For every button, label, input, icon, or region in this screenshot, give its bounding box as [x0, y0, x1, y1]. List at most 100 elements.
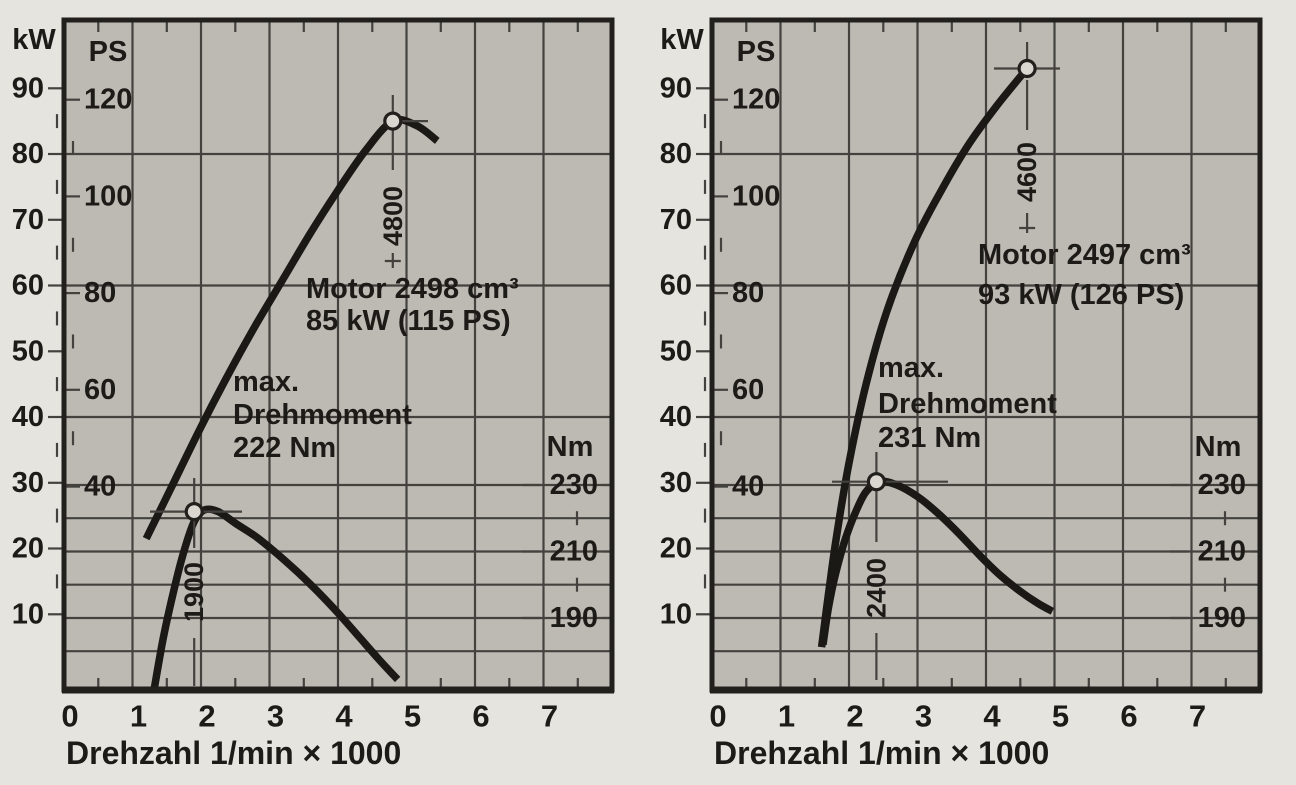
kw-tick-label: 60 — [660, 270, 692, 302]
x-tick-label: 6 — [472, 699, 489, 734]
kw-tick-label: 90 — [12, 72, 44, 104]
torque-curve — [150, 505, 401, 689]
nm-tick-label: 230 — [1198, 469, 1246, 501]
peak-power-marker: 4600 — [994, 42, 1060, 233]
ps-axis-title: PS — [89, 36, 128, 68]
nm-tick-label: 210 — [550, 536, 598, 568]
ps-tick-label: 40 — [84, 471, 116, 503]
peak-torque-rpm-label: 1900 — [179, 562, 209, 622]
ps-tick-label: 100 — [732, 180, 780, 212]
kw-axis-title: kW — [660, 24, 704, 56]
kw-tick-label: 60 — [12, 270, 44, 302]
ps-tick-label: 60 — [84, 374, 116, 406]
x-tick-label: 1 — [130, 699, 147, 734]
x-tick-label: 4 — [983, 699, 1001, 734]
nm-tick-label: 190 — [550, 602, 598, 634]
kw-tick-label: 90 — [660, 72, 692, 104]
torque-note-line: max. — [878, 352, 944, 384]
x-tick-label: 0 — [61, 699, 78, 734]
peak-torque-marker: 2400 — [832, 452, 948, 680]
torque-note-line: 222 Nm — [233, 432, 336, 464]
x-tick-label: 3 — [915, 699, 932, 734]
peak-power-rpm-label: 4800 — [378, 186, 408, 246]
kw-tick-label: 30 — [12, 467, 44, 499]
ps-tick-label: 40 — [732, 471, 764, 503]
kw-tick-label: 70 — [12, 204, 44, 236]
engine-chart-left-svg: 102030405060708090kW406080100120PS190210… — [12, 17, 615, 772]
kw-tick-label: 10 — [12, 598, 44, 630]
torque-note-line: max. — [233, 366, 299, 398]
torque-note-line: 231 Nm — [878, 422, 981, 454]
kw-tick-label: 20 — [660, 533, 692, 565]
kw-tick-label: 40 — [660, 401, 692, 433]
nm-axis: 190 210 230 Nm — [1170, 431, 1260, 634]
peak-torque-marker: 1900 — [150, 478, 242, 686]
nm-axis-title: Nm — [547, 431, 594, 463]
peak-torque-point — [866, 472, 886, 492]
engine-chart-right: 10 20 30 40 50 60 70 80 90 kW 40 60 80 100 120 PS 190 210… — [648, 0, 1296, 785]
x-tick-label: 7 — [541, 699, 558, 734]
ps-tick-label: 80 — [84, 277, 116, 309]
kw-tick-label: 10 — [660, 598, 692, 630]
x-tick-label: 4 — [335, 699, 353, 734]
ps-tick-label: 120 — [84, 84, 132, 116]
peak-power-point — [1017, 58, 1037, 79]
ps-axis: 40 60 80 100 120 PS — [66, 36, 132, 503]
nm-tick-label: 230 — [550, 469, 598, 501]
torque-curve — [819, 477, 1055, 646]
x-axis-labels: 0 1 2 3 4 5 6 7 Drehzahl 1/min × 1000 — [709, 699, 1206, 772]
ps-tick-label: 120 — [732, 84, 780, 116]
x-tick-label: 5 — [404, 699, 421, 734]
ps-tick-label: 80 — [732, 277, 764, 309]
ps-tick-label: 100 — [84, 180, 132, 212]
nm-axis-title: Nm — [1195, 431, 1242, 463]
ps-axis: 40 60 80 100 120 PS — [714, 36, 780, 503]
x-tick-label: 2 — [846, 699, 863, 734]
kw-tick-label: 50 — [12, 335, 44, 367]
peak-power-point — [383, 111, 403, 131]
x-axis-labels: 0 1 2 3 4 5 6 7 Drehzahl 1/min × 1000 — [61, 699, 558, 772]
x-tick-label: 0 — [709, 699, 726, 734]
engine-spec-line: 85 kW (115 PS) — [306, 305, 511, 337]
nm-axis: 190 210 230 Nm — [522, 431, 612, 634]
x-axis-title: Drehzahl 1/min × 1000 — [66, 735, 401, 771]
kw-tick-label: 80 — [12, 138, 44, 170]
kw-tick-label: 70 — [660, 204, 692, 236]
ps-tick-label: 60 — [732, 374, 764, 406]
x-axis-title: Drehzahl 1/min × 1000 — [714, 735, 1049, 771]
peak-power-marker: 4800 — [378, 95, 428, 268]
kw-axis: 10 20 30 40 50 60 70 80 90 kW — [12, 24, 64, 630]
x-tick-label: 1 — [778, 699, 795, 734]
kw-tick-label: 40 — [12, 401, 44, 433]
engine-spec-line: Motor 2497 cm³ — [978, 239, 1191, 271]
kw-tick-label: 30 — [660, 467, 692, 499]
x-tick-label: 3 — [267, 699, 284, 734]
engine-chart-right-svg: 102030405060708090kW406080100120PS190210… — [660, 17, 1263, 772]
engine-spec-annotation: Motor 2497 cm³ 93 kW (126 PS) — [978, 239, 1191, 311]
x-tick-label: 5 — [1052, 699, 1069, 734]
torque-note-line: Drehmoment — [233, 399, 412, 431]
torque-note-line: Drehmoment — [878, 388, 1057, 420]
peak-torque-rpm-label: 2400 — [861, 558, 891, 618]
x-tick-label: 7 — [1189, 699, 1206, 734]
ps-axis-title: PS — [737, 36, 776, 68]
kw-tick-label: 20 — [12, 533, 44, 565]
power-curve — [817, 66, 1031, 648]
kw-tick-label: 50 — [660, 335, 692, 367]
engine-spec-line: Motor 2498 cm³ — [306, 273, 519, 305]
nm-tick-label: 210 — [1198, 536, 1246, 568]
grid — [712, 20, 1260, 690]
peak-power-rpm-label: 4600 — [1012, 142, 1042, 202]
x-tick-label: 6 — [1120, 699, 1137, 734]
engine-chart-left: 10 20 30 40 50 60 70 80 90 kW 40 60 80 100 120 PS 190 210… — [12, 17, 615, 772]
kw-tick-label: 80 — [660, 138, 692, 170]
x-tick-label: 2 — [198, 699, 215, 734]
kw-axis: 10 20 30 40 50 60 70 80 90 kW — [660, 24, 712, 630]
engine-spec-line: 93 kW (126 PS) — [978, 279, 1184, 311]
peak-torque-point — [184, 502, 204, 522]
nm-tick-label: 190 — [1198, 602, 1246, 634]
